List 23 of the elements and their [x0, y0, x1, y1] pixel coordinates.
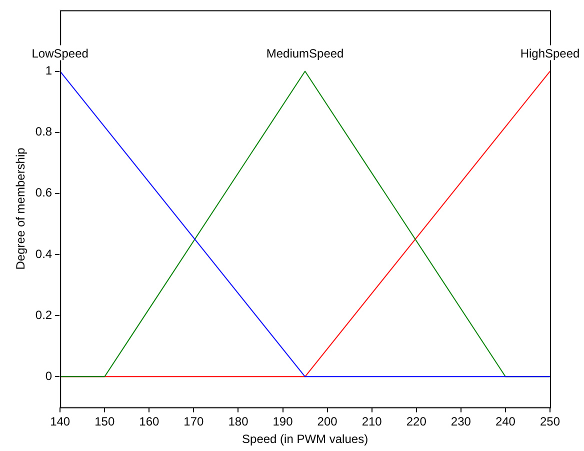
x-tick-label: 220 [406, 414, 427, 429]
x-tick-label: 170 [184, 414, 204, 429]
x-tick-label: 160 [139, 414, 160, 429]
y-tick-label: 1 [45, 64, 52, 78]
series-label: HighSpeed [520, 46, 580, 61]
x-tick-label: 210 [362, 414, 382, 429]
x-tick-label: 150 [94, 414, 115, 429]
y-tick-label: 0.8 [35, 124, 52, 139]
x-tick-label: 240 [495, 414, 516, 429]
y-tick-label: 0.6 [35, 186, 52, 200]
x-tick-label: 250 [540, 414, 560, 429]
x-tick-label: 140 [50, 414, 70, 429]
x-tick-label: 200 [317, 414, 338, 429]
y-axis-title: Degree of membership [14, 147, 28, 270]
series-label: MediumSpeed [266, 46, 344, 61]
x-axis-title: Speed (in PWM values) [242, 432, 368, 446]
x-tick-label: 230 [450, 414, 472, 429]
y-tick-label: 0 [45, 368, 52, 383]
y-tick-label: 0.4 [35, 246, 52, 261]
y-tick-label: 0.2 [35, 308, 52, 322]
series-label: LowSpeed [32, 46, 88, 61]
x-tick-label: 190 [272, 414, 294, 429]
x-tick-label: 180 [228, 414, 249, 429]
